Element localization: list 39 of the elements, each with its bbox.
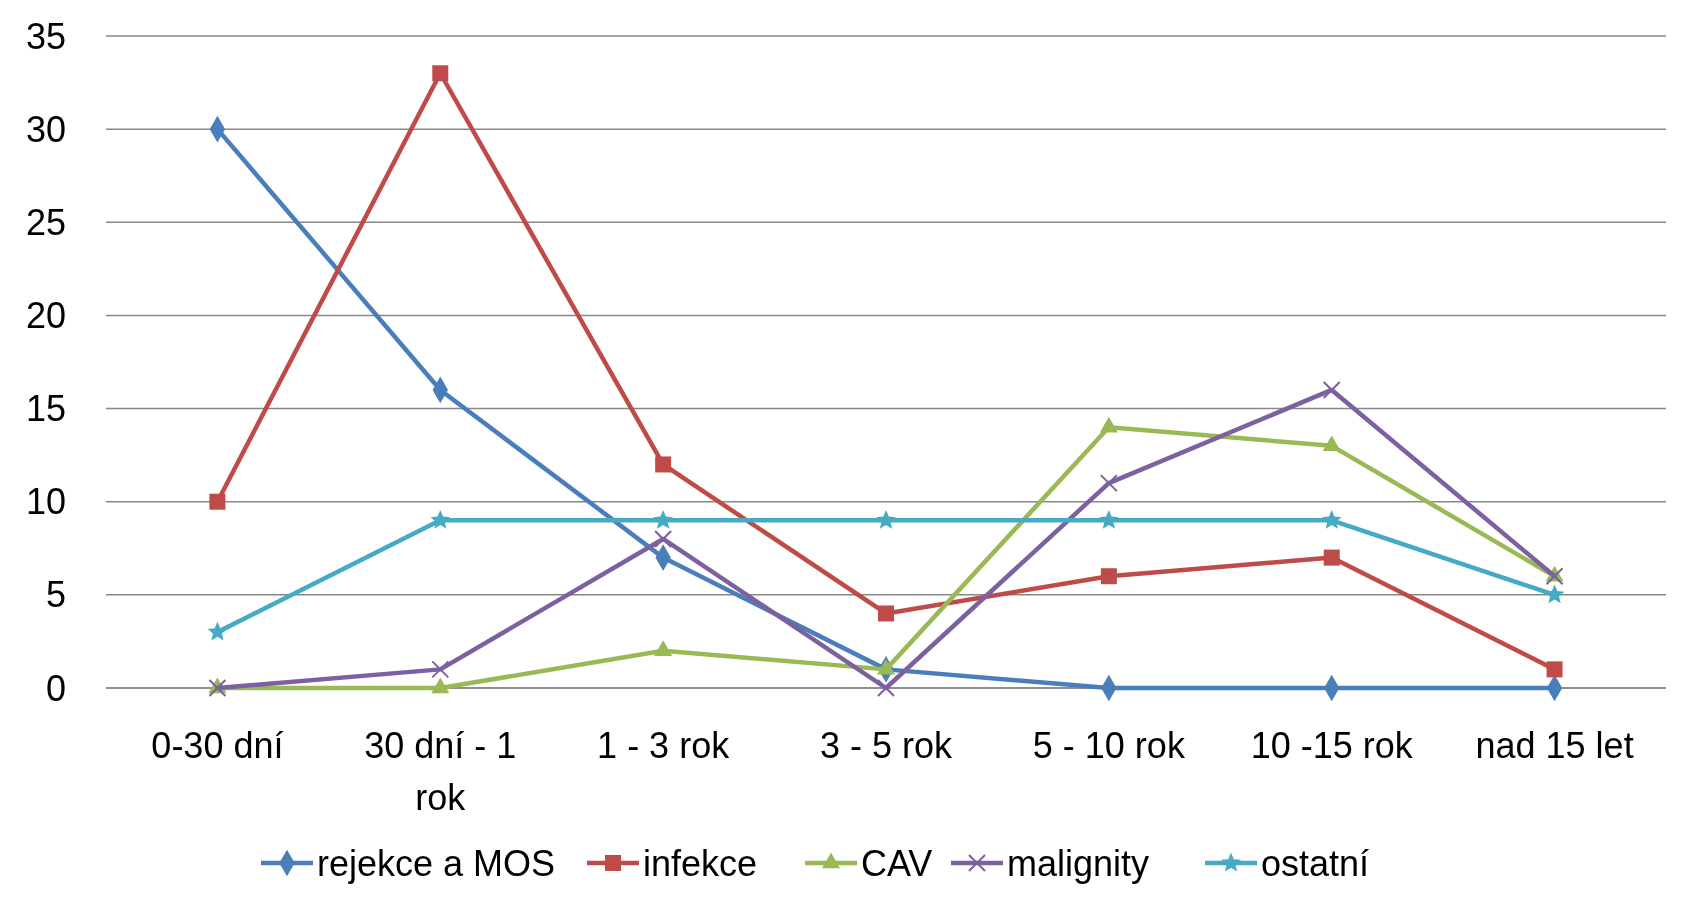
point (878, 605, 894, 622)
x-tick-label: 30 dní - 1 rok (364, 725, 517, 818)
point (653, 509, 674, 529)
point (877, 679, 895, 697)
point (1099, 474, 1118, 493)
x-tick-label: nad 15 let (1475, 725, 1634, 766)
point (1545, 567, 1564, 586)
point (207, 621, 228, 641)
point (430, 509, 451, 529)
point (1546, 661, 1563, 678)
point (1100, 568, 1117, 585)
y-tick-label: 5 (45, 574, 66, 616)
point (1323, 549, 1340, 566)
legend-label: malignity (1007, 842, 1150, 884)
point (1098, 509, 1119, 529)
x-tick-label: 3 - 5 rok (819, 725, 954, 766)
legend-label: ostatní (1261, 842, 1370, 884)
x-tick-label: 0-30 dní (151, 725, 284, 766)
point (876, 509, 896, 529)
point (1321, 509, 1342, 529)
x-tick-label: 10 -15 rok (1250, 725, 1414, 766)
point (209, 493, 226, 510)
legend-label: CAV (861, 842, 933, 884)
point (431, 660, 450, 679)
y-tick-label: 20 (25, 295, 66, 337)
point (1322, 380, 1341, 399)
y-tick-label: 25 (25, 201, 66, 243)
y-tick-label: 35 (25, 15, 66, 57)
x-tick-label: 1 - 3 rok (597, 725, 731, 766)
y-tick-label: 0 (45, 667, 66, 709)
y-tick-label: 30 (25, 108, 66, 150)
point (654, 529, 673, 548)
legend-label: infekce (643, 842, 758, 884)
y-tick-label: 15 (25, 388, 66, 430)
point (655, 456, 672, 473)
point (432, 65, 449, 82)
y-tick-label: 10 (25, 481, 66, 523)
x-tick-label: 5 - 10 rok (1032, 725, 1186, 766)
legend-label: rejekce a MOS (317, 842, 556, 884)
